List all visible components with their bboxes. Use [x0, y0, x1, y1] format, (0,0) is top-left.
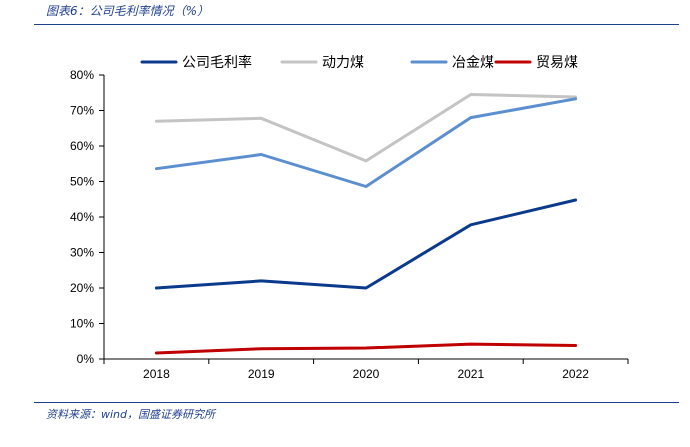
- bottom-rule: [34, 402, 679, 403]
- source-note: 资料来源：wind，国盛证券研究所: [46, 408, 216, 421]
- series-line-4: [154, 342, 578, 355]
- series-line-1: [154, 198, 578, 290]
- legend-label-4: 贸易煤: [536, 55, 578, 71]
- y-tick-label: 50%: [70, 175, 94, 189]
- legend: 公司毛利率 动力煤 冶金煤 贸易煤: [140, 54, 578, 71]
- y-tick-label: 20%: [70, 281, 94, 295]
- y-tick-label: 30%: [70, 246, 94, 260]
- y-tick-label: 40%: [70, 210, 94, 224]
- legend-label-2: 动力煤: [322, 55, 364, 71]
- series-line-2: [154, 93, 578, 163]
- legend-label-3: 冶金煤: [452, 55, 494, 71]
- series-line-3: [154, 97, 578, 188]
- figure-caption: 图表6：公司毛利率情况（%）: [46, 4, 210, 18]
- top-rule: [34, 24, 679, 25]
- y-tick-label: 80%: [70, 68, 94, 82]
- x-tick-label: 2019: [248, 367, 275, 381]
- series-layer: [154, 93, 578, 355]
- x-tick-label: 2020: [353, 367, 380, 381]
- x-tick-label: 2018: [143, 367, 170, 381]
- y-tick-label: 10%: [70, 317, 94, 331]
- x-tick-label: 2022: [562, 367, 589, 381]
- y-tick-label: 0%: [77, 352, 95, 366]
- y-tick-label: 70%: [70, 104, 94, 118]
- x-tick-label: 2021: [457, 367, 484, 381]
- y-tick-label: 60%: [70, 139, 94, 153]
- legend-label-1: 公司毛利率: [182, 54, 252, 71]
- axes: 0% 10% 20% 30% 40% 50% 60% 70% 80% 2018 2019 2020 20…: [70, 68, 629, 381]
